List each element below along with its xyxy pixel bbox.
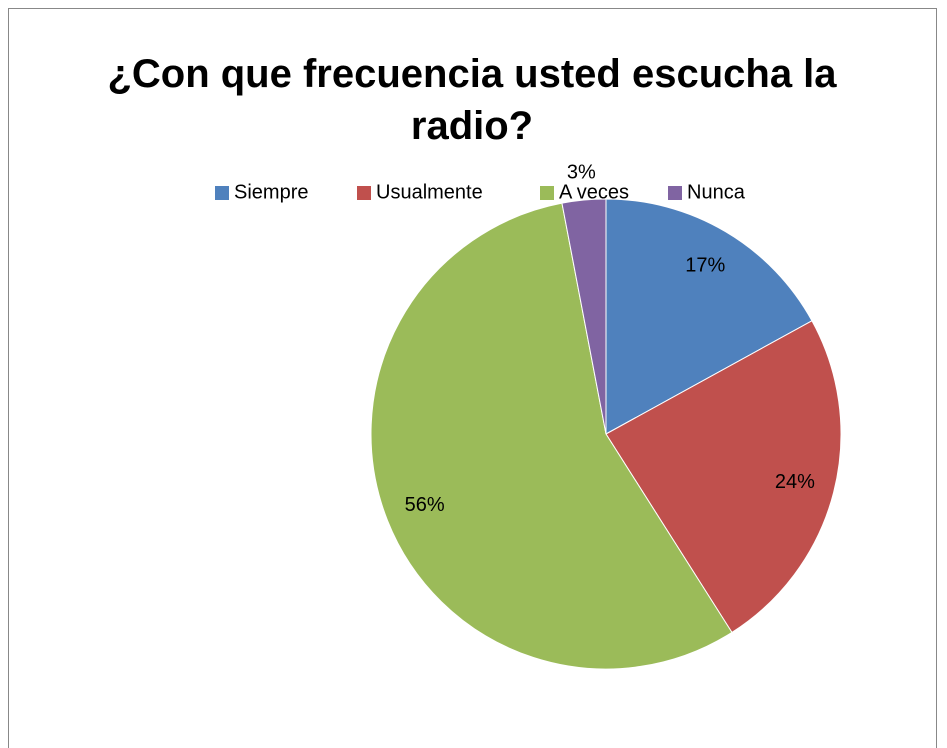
data-label: 3%	[567, 161, 596, 183]
pie-slice	[561, 198, 607, 435]
data-label: 17%	[685, 254, 725, 276]
chart-title: ¿Con que frecuencia usted escucha la rad…	[107, 52, 837, 148]
legend-swatch	[540, 186, 554, 200]
data-label: 56%	[405, 494, 445, 516]
pie-slice	[605, 320, 842, 634]
chart-frame	[8, 8, 937, 748]
legend-label: A veces	[559, 181, 629, 203]
data-label: 24%	[775, 471, 815, 493]
pie-slice	[370, 202, 733, 670]
legend-label: Usualmente	[376, 181, 483, 203]
pie-slice	[605, 198, 813, 435]
legend-swatch	[357, 186, 371, 200]
legend-swatch	[668, 186, 682, 200]
legend-label: Siempre	[234, 181, 308, 203]
legend-swatch	[215, 186, 229, 200]
legend-label: Nunca	[687, 181, 746, 203]
